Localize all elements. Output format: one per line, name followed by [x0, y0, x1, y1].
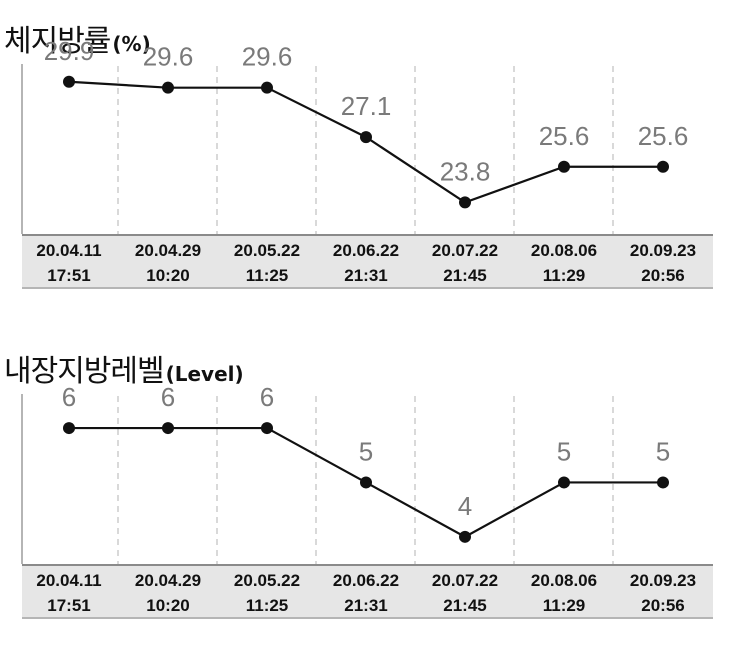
chart-title: 체지방률 (%) [4, 16, 151, 60]
x-tick-label-date: 20.06.22 [333, 571, 399, 590]
data-label: 25.6 [638, 121, 689, 151]
data-point [657, 160, 669, 173]
x-tick-label-time: 10:20 [146, 266, 189, 285]
body-fat-chart: 체지방률 (%) 29.9 29.6 29.6 27.1 23.8 25.6 25.6 20.0… [0, 0, 743, 300]
x-tick-label-date: 20.07.22 [432, 241, 498, 260]
data-point [162, 422, 174, 435]
data-point [459, 530, 471, 543]
x-tick-label-time: 11:25 [246, 266, 289, 285]
data-label: 5 [557, 436, 571, 466]
chart-title-main: 체지방률 [4, 24, 111, 59]
data-point [63, 422, 75, 435]
data-point [63, 75, 75, 88]
chart-title-main: 내장지방레벨 [4, 354, 165, 389]
data-point [261, 422, 273, 435]
chart-title-unit: (%) [112, 32, 151, 56]
data-label: 6 [161, 382, 175, 412]
data-label: 29.6 [242, 42, 293, 72]
x-tick-label-time: 21:31 [344, 266, 387, 285]
data-label: 25.6 [539, 121, 590, 151]
x-axis-band [22, 235, 713, 288]
chart-title: 내장지방레벨 (Level) [4, 346, 244, 390]
data-point [360, 131, 372, 144]
data-point [360, 476, 372, 489]
data-label: 6 [260, 382, 274, 412]
x-tick-label-time: 20:56 [641, 596, 684, 615]
data-label: 5 [656, 436, 670, 466]
x-tick-label-time: 17:51 [47, 596, 90, 615]
x-tick-label-time: 10:20 [146, 596, 189, 615]
x-tick-label-date: 20.05.22 [234, 571, 300, 590]
data-point [558, 160, 570, 173]
data-point [261, 81, 273, 94]
x-tick-label-date: 20.04.11 [36, 241, 101, 260]
data-point [459, 196, 471, 209]
chart-plot: 6 6 6 5 4 5 5 20.04.11 17:51 20.04.29 10:20 20.05.2… [21, 382, 713, 619]
x-tick-label-date: 20.04.29 [135, 571, 201, 590]
x-tick-label-time: 20:56 [641, 266, 684, 285]
chart-plot: 29.9 29.6 29.6 27.1 23.8 25.6 25.6 20.04.11 17:5… [21, 36, 713, 289]
x-tick-label-date: 20.08.06 [531, 571, 597, 590]
x-tick-label-date: 20.06.22 [333, 241, 399, 260]
x-tick-label-date: 20.09.23 [630, 571, 696, 590]
data-point [558, 476, 570, 489]
x-tick-label-date: 20.07.22 [432, 571, 498, 590]
visceral-fat-chart: 내장지방레벨 (Level) 6 6 6 5 4 5 5 20.04.11 17:51 20.04.… [0, 330, 743, 630]
x-tick-label-date: 20.05.22 [234, 241, 300, 260]
x-tick-label-date: 20.04.29 [135, 241, 201, 260]
data-label: 27.1 [341, 91, 392, 121]
chart-title-unit: (Level) [165, 362, 244, 386]
data-point [657, 476, 669, 489]
x-tick-label-time: 11:29 [543, 266, 586, 285]
x-tick-label-time: 11:29 [543, 596, 586, 615]
x-tick-label-time: 21:45 [443, 596, 486, 615]
data-label: 5 [359, 436, 373, 466]
data-label: 29.6 [143, 42, 194, 72]
x-tick-label-date: 20.08.06 [531, 241, 597, 260]
data-point [162, 81, 174, 94]
x-tick-label-time: 21:45 [443, 266, 486, 285]
x-axis-band [22, 565, 713, 618]
data-label: 4 [458, 491, 472, 521]
x-tick-label-date: 20.04.11 [36, 571, 101, 590]
x-tick-label-time: 21:31 [344, 596, 387, 615]
data-label: 23.8 [440, 156, 491, 186]
x-tick-label-time: 11:25 [246, 596, 289, 615]
data-label: 6 [62, 382, 76, 412]
x-tick-label-date: 20.09.23 [630, 241, 696, 260]
data-label: 29.9 [44, 36, 95, 66]
x-tick-label-time: 17:51 [47, 266, 90, 285]
